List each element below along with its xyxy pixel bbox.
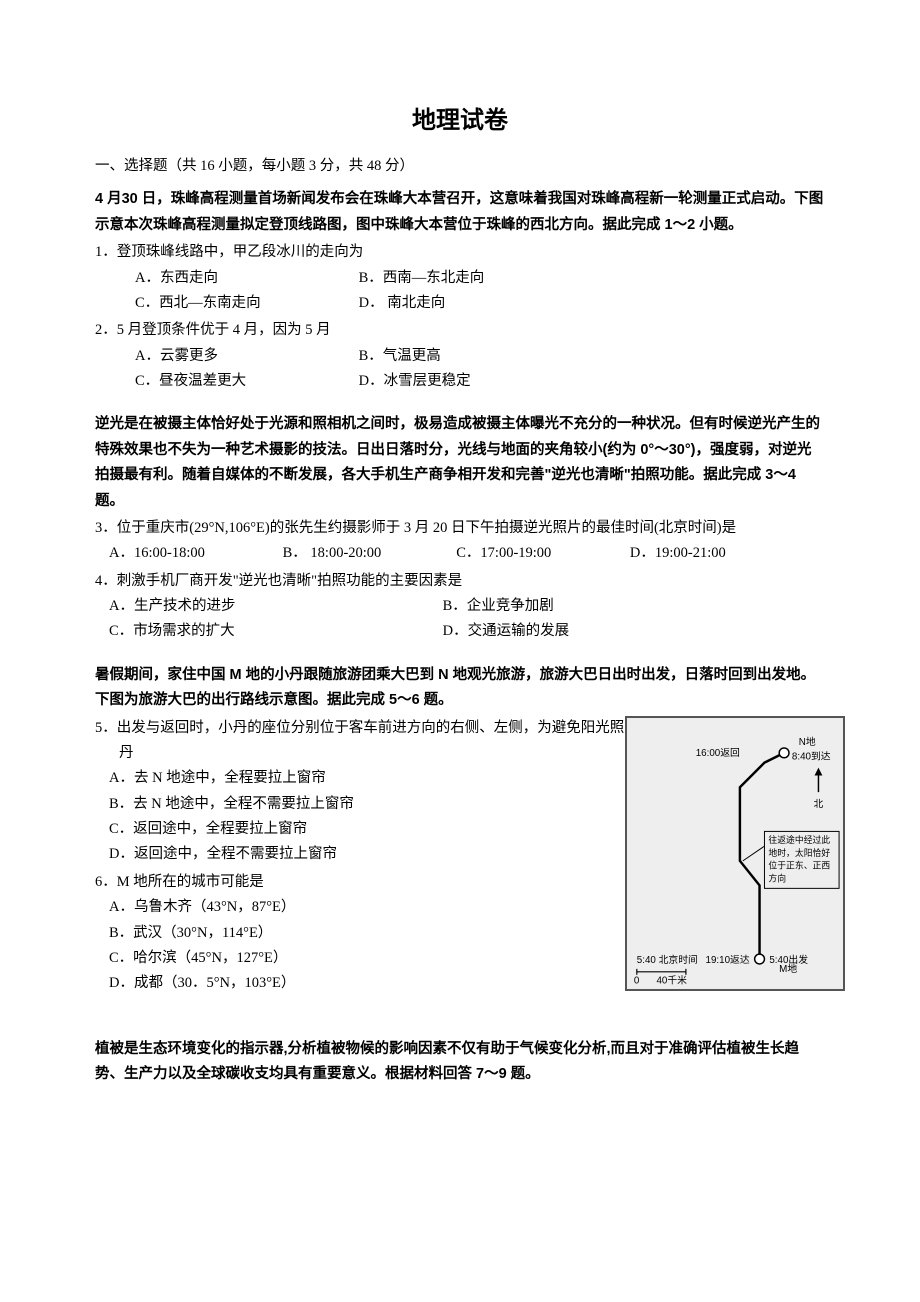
passage3-intro: 暑假期间，家住中国 M 地的小丹跟随旅游团乘大巴到 N 地观光旅游，旅游大巴日出… xyxy=(95,663,825,714)
q1-opt-b: B．西南—东北走向 xyxy=(359,266,485,291)
question-1: 1．登顶珠峰线路中，甲乙段冰川的走向为 A．东西走向 B．西南—东北走向 C．西… xyxy=(95,240,825,316)
svg-text:往返途中经过此: 往返途中经过此 xyxy=(768,834,830,845)
q5-opt-d: D．返回途中，全程不需要拉上窗帘 xyxy=(95,842,585,867)
q1-opt-c: C．西北—东南走向 xyxy=(135,291,355,316)
svg-text:40千米: 40千米 xyxy=(656,973,687,986)
svg-text:0: 0 xyxy=(634,975,640,986)
svg-text:5:40 北京时间: 5:40 北京时间 xyxy=(637,952,698,965)
route-map-figure: N地 16:00返回 8:40到达 M地 19:10返达 5:40出发 北 往返… xyxy=(625,716,845,991)
q5-stem-cont: 丹 xyxy=(95,741,585,766)
svg-text:5:40出发: 5:40出发 xyxy=(769,952,808,965)
q2-opt-a: A．云雾更多 xyxy=(135,344,355,369)
q3-opt-a: A．16:00-18:00 xyxy=(109,541,279,566)
q3-opt-c: C．17:00-19:00 xyxy=(456,541,626,566)
passage4-intro: 植被是生态环境变化的指示器,分析植被物候的影响因素不仅有助于气候变化分析,而且对… xyxy=(95,1037,825,1088)
q6-stem: 6．M 地所在的城市可能是 xyxy=(95,870,585,895)
svg-text:北: 北 xyxy=(814,797,824,809)
q1-opt-d: D． 南北走向 xyxy=(359,291,446,316)
q4-stem: 4．刺激手机厂商开发"逆光也清晰"拍照功能的主要因素是 xyxy=(95,569,825,594)
question-4: 4．刺激手机厂商开发"逆光也清晰"拍照功能的主要因素是 A．生产技术的进步 B．… xyxy=(95,569,825,645)
question-6: 6．M 地所在的城市可能是 A．乌鲁木齐（43°N，87°E） B．武汉（30°… xyxy=(95,870,585,997)
svg-text:位于正东、正西: 位于正东、正西 xyxy=(768,859,830,870)
q3-stem: 3．位于重庆市(29°N,106°E)的张先生约摄影师于 3 月 20 日下午拍… xyxy=(95,516,825,541)
q6-opt-a: A．乌鲁木齐（43°N，87°E） xyxy=(95,895,585,920)
q4-opt-c: C．市场需求的扩大 xyxy=(109,619,439,644)
section-header: 一、选择题（共 16 小题，每小题 3 分，共 48 分） xyxy=(95,154,825,179)
q4-opt-b: B．企业竞争加剧 xyxy=(443,594,773,619)
q1-stem: 1．登顶珠峰线路中，甲乙段冰川的走向为 xyxy=(95,240,825,265)
exam-title: 地理试卷 xyxy=(95,100,825,142)
q6-opt-c: C．哈尔滨（45°N，127°E） xyxy=(95,946,585,971)
q4-opt-d: D．交通运输的发展 xyxy=(443,619,773,644)
q2-opt-c: C．昼夜温差更大 xyxy=(135,369,355,394)
q5-opt-b: B．去 N 地途中，全程不需要拉上窗帘 xyxy=(95,792,585,817)
q3-opt-b: B． 18:00-20:00 xyxy=(283,541,453,566)
question-3: 3．位于重庆市(29°N,106°E)的张先生约摄影师于 3 月 20 日下午拍… xyxy=(95,516,825,567)
q6-opt-d: D．成都（30．5°N，103°E） xyxy=(95,971,585,996)
q2-stem: 2．5 月登顶条件优于 4 月，因为 5 月 xyxy=(95,318,825,343)
route-map-svg: N地 16:00返回 8:40到达 M地 19:10返达 5:40出发 北 往返… xyxy=(627,718,843,989)
passage1-intro: 4 月30 日，珠峰高程测量首场新闻发布会在珠峰大本营召开，这意味着我国对珠峰高… xyxy=(95,187,825,238)
svg-text:19:10返达: 19:10返达 xyxy=(706,953,750,965)
question-2: 2．5 月登顶条件优于 4 月，因为 5 月 A．云雾更多 B．气温更高 C．昼… xyxy=(95,318,825,394)
q3-opt-d: D．19:00-21:00 xyxy=(630,541,726,566)
q2-opt-d: D．冰雪层更稳定 xyxy=(359,369,471,394)
q2-opt-b: B．气温更高 xyxy=(359,344,441,369)
q6-opt-b: B．武汉（30°N，114°E） xyxy=(95,921,585,946)
svg-text:地时，太阳恰好: 地时，太阳恰好 xyxy=(768,846,830,857)
svg-text:方向: 方向 xyxy=(768,872,786,883)
svg-text:16:00返回: 16:00返回 xyxy=(696,746,740,758)
q5-opt-a: A．去 N 地途中，全程要拉上窗帘 xyxy=(95,766,585,791)
q1-opt-a: A．东西走向 xyxy=(135,266,355,291)
svg-text:N地: N地 xyxy=(799,735,816,748)
q5-opt-c: C．返回途中，全程要拉上窗帘 xyxy=(95,817,585,842)
q56-block: 5．出发与返回时，小丹的座位分别位于客车前进方向的右侧、左侧，为避免阳光照射，小… xyxy=(95,716,825,997)
passage2-intro: 逆光是在被摄主体恰好处于光源和照相机之间时，极易造成被摄主体曝光不充分的一种状况… xyxy=(95,412,825,514)
svg-text:8:40到达: 8:40到达 xyxy=(792,750,831,762)
q4-opt-a: A．生产技术的进步 xyxy=(109,594,439,619)
question-5: 5．出发与返回时，小丹的座位分别位于客车前进方向的右侧、左侧，为避免阳光照射，小… xyxy=(95,716,585,868)
